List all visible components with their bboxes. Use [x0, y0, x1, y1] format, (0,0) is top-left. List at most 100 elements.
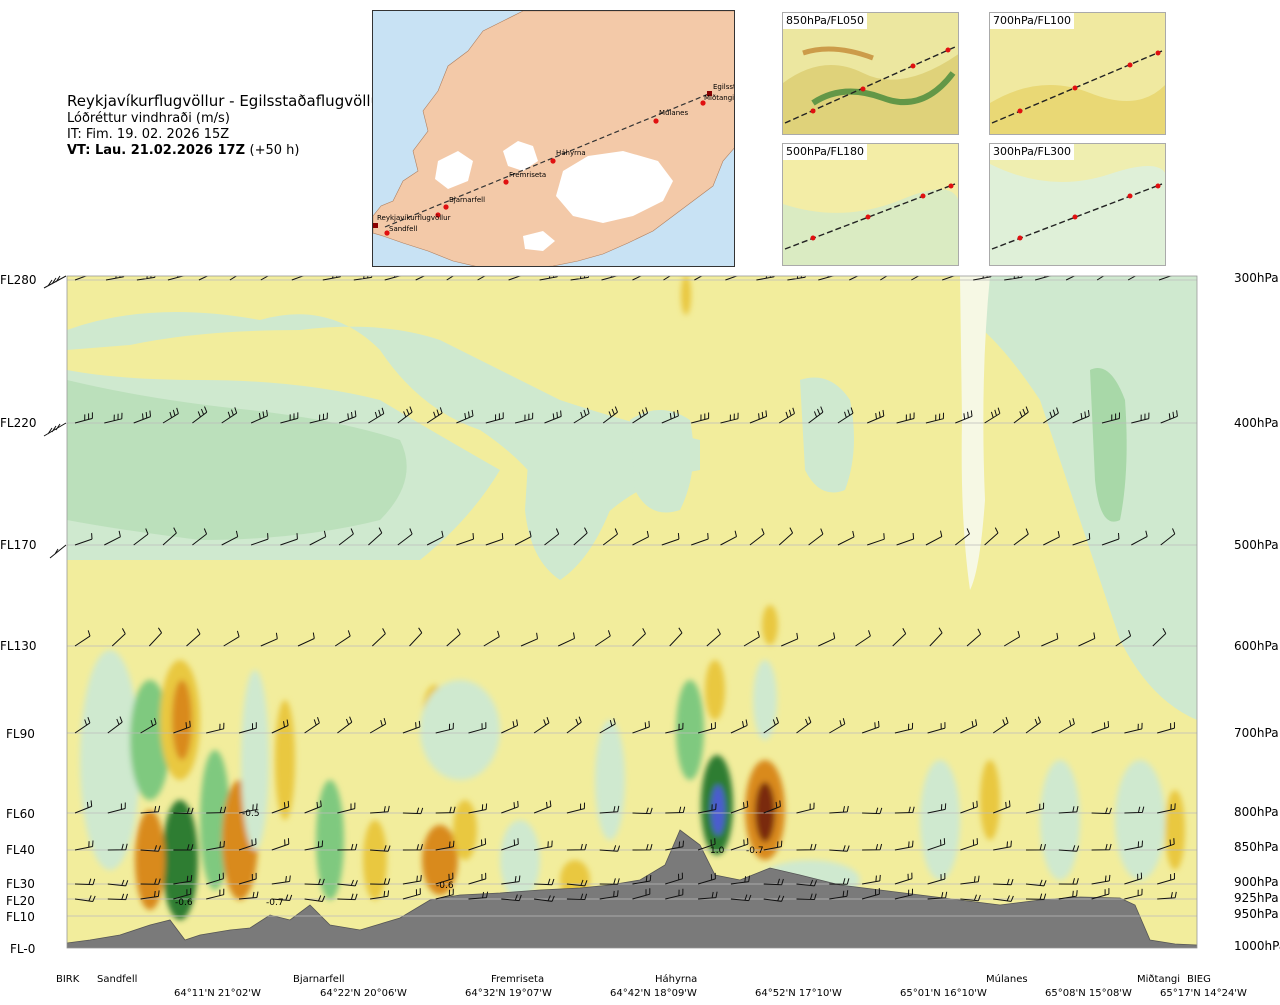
minimap-500-svg	[783, 144, 958, 265]
wind-barb	[778, 527, 794, 546]
wind-barb	[665, 722, 684, 734]
wind-barb	[763, 895, 785, 902]
wind-barb	[426, 407, 443, 424]
wind-barb	[238, 803, 258, 814]
wind-barb	[1131, 530, 1148, 546]
wind-barb	[697, 872, 716, 885]
wind-barb	[206, 888, 225, 900]
wind-barb	[632, 407, 649, 424]
flight-level-label: FL30	[6, 877, 35, 891]
minimap-850-svg	[783, 13, 958, 134]
wind-barb	[1034, 276, 1052, 281]
wind-barb	[927, 803, 947, 814]
wind-barb	[501, 719, 519, 734]
wind-barb	[960, 800, 978, 814]
wind-barb	[984, 407, 1001, 424]
wind-barb	[309, 412, 328, 424]
wind-barb	[221, 407, 238, 424]
wind-barb	[271, 875, 291, 885]
wind-barb	[446, 276, 455, 281]
wind-barb	[107, 893, 128, 901]
wind-barb	[796, 879, 817, 887]
wind-barb	[749, 410, 768, 424]
wind-barb	[749, 528, 765, 546]
wind-barb	[304, 895, 326, 902]
wind-barb	[730, 800, 749, 814]
wind-barb	[1013, 528, 1029, 546]
blob-orange-7	[422, 825, 458, 895]
pressure-level-label: 950hPa	[1234, 907, 1279, 921]
wind-barb	[954, 528, 970, 546]
wind-barb	[173, 844, 194, 851]
wind-barb	[566, 843, 587, 851]
wind-barb	[894, 840, 914, 851]
wind-barb	[1157, 803, 1176, 814]
wind-barb	[665, 888, 684, 900]
wind-barb	[368, 527, 383, 546]
glacier-hofsjokull	[503, 141, 538, 171]
flight-level-label: FL60	[6, 807, 35, 821]
wind-barb	[370, 890, 390, 900]
wind-barb	[1091, 843, 1112, 851]
wind-barb	[960, 894, 981, 902]
route-point-birk	[435, 212, 441, 218]
wind-barb	[409, 627, 423, 647]
map-label-midtangi: Miðtangi	[704, 94, 734, 102]
wind-barb	[1058, 878, 1079, 885]
wind-barbs	[74, 276, 1178, 902]
pressure-level-label: 900hPa	[1234, 875, 1279, 889]
x-coordinate-label: 64°32'N 19°07'W	[465, 988, 552, 999]
wind-barb	[468, 872, 487, 885]
wind-barb	[1004, 276, 1023, 281]
valid-time: VT: Lau. 21.02.2026 17Z (+50 h)	[67, 143, 386, 159]
wind-barb	[1058, 718, 1075, 734]
wind-barb	[927, 722, 946, 734]
wind-barb	[880, 276, 888, 281]
wind-barb	[862, 807, 883, 815]
wind-barb	[942, 276, 956, 281]
wind-barb	[1131, 412, 1150, 424]
wind-barb	[929, 627, 943, 647]
wind-barb	[796, 893, 817, 900]
route-point-hahyrna	[550, 158, 556, 164]
wind-barb	[435, 840, 455, 851]
wind-barb	[896, 412, 915, 424]
blob-orange-10	[560, 860, 590, 900]
blob-orange-15	[762, 605, 778, 645]
wind-barb	[456, 533, 474, 546]
wind-barb	[829, 805, 849, 814]
wind-barb	[304, 878, 325, 886]
wind-barb	[533, 717, 550, 734]
wind-barb	[849, 276, 859, 281]
wind-barb	[297, 632, 315, 647]
wind-barb	[829, 890, 849, 900]
chart-header: Reykjavíkurflugvöllur - Egilsstaðaflugvö…	[67, 92, 386, 159]
wind-barb	[397, 528, 413, 546]
pressure-level-label: 800hPa	[1234, 805, 1279, 819]
wind-barb	[632, 874, 652, 885]
minimap-850: 850hPa/FL050	[782, 12, 959, 135]
plot-background	[67, 276, 1197, 948]
wind-barb	[74, 533, 93, 546]
wind-barb	[206, 872, 224, 885]
wind-barb	[322, 276, 342, 281]
wind-barb	[223, 630, 240, 647]
wind-barb	[468, 838, 487, 851]
wind-barb	[309, 530, 327, 546]
wind-barb	[337, 716, 353, 734]
blob-orange-8	[453, 800, 477, 860]
wind-barb	[1013, 406, 1029, 424]
flight-level-label: FL40	[6, 843, 35, 857]
wind-barb	[74, 276, 88, 281]
wind-barb	[477, 276, 486, 281]
blob-green-6	[316, 780, 344, 900]
upper-green-right	[960, 276, 1197, 720]
chart-subtitle: Lóðréttur vindhraði (m/s)	[67, 111, 230, 126]
wind-barb	[173, 888, 192, 900]
wind-barb	[1025, 843, 1046, 851]
minimap-850-label: 850hPa/FL050	[783, 13, 868, 29]
blob-blue-1	[711, 785, 725, 835]
wind-barb	[104, 412, 123, 424]
minimap-700-label: 700hPa/FL100	[990, 13, 1075, 29]
wind-barb	[1058, 890, 1078, 900]
